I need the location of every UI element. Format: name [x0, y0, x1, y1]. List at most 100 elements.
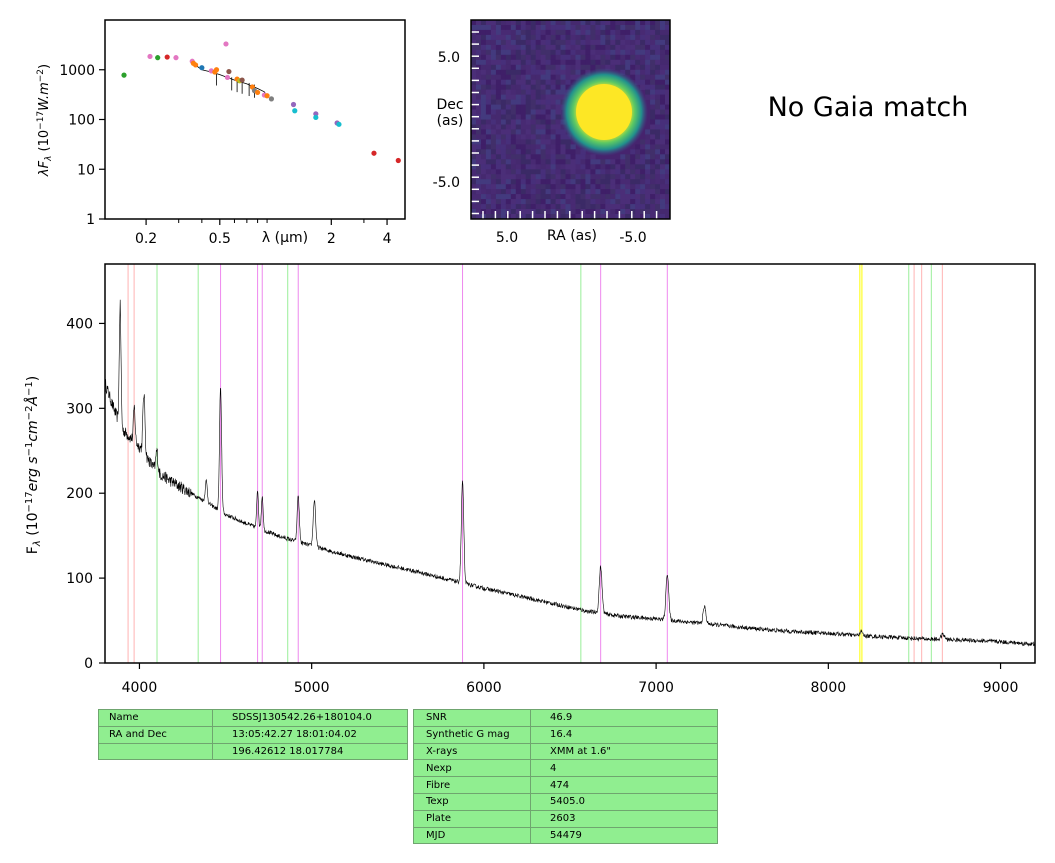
cutout-pixel [476, 79, 482, 85]
cutout-pixel [610, 25, 616, 31]
observation-value: 54479 [530, 826, 718, 845]
cutout-pixel [570, 154, 576, 160]
cutout-pixel [495, 169, 502, 175]
cutout-pixel [665, 64, 671, 71]
cutout-pixel [665, 34, 671, 41]
cutout-pixel [520, 159, 527, 165]
cutout-pixel [540, 84, 546, 90]
cutout-pixel [525, 49, 531, 56]
cutout-pixel [580, 149, 586, 155]
cutout-pixel [530, 59, 536, 66]
cutout-pixel [505, 94, 512, 100]
cutout-pixel [480, 89, 487, 95]
cutout-pixel [575, 25, 581, 31]
cutout-pixel [570, 20, 576, 26]
cutout-pixel [510, 39, 517, 46]
cutout-pixel [480, 94, 487, 100]
cutout-pixel [545, 134, 551, 140]
cutout-pixel [500, 64, 507, 71]
cutout-pixel [505, 59, 512, 66]
cutout-pixel [665, 214, 671, 220]
cutout-pixel [545, 144, 551, 150]
cutout-pixel [540, 119, 546, 125]
cutout-pixel [665, 20, 671, 26]
cutout-pixel [550, 114, 556, 120]
cutout-pixel [660, 209, 666, 215]
cutout-pixel [530, 169, 536, 175]
sed-point [268, 96, 275, 102]
cutout-pixel [485, 119, 492, 125]
cutout-pixel [630, 49, 636, 56]
cutout-pixel [535, 189, 541, 195]
observation-key: Texp [413, 792, 531, 811]
cutout-pixel [476, 34, 482, 41]
cutout-pixel [630, 189, 636, 195]
cutout-pixel [575, 54, 581, 61]
cutout-pixel [560, 214, 566, 220]
cutout-pixel [560, 129, 566, 135]
cutout-pixel [485, 139, 492, 145]
cutout-pixel [545, 199, 551, 205]
cutout-pixel [600, 59, 606, 66]
cutout-pixel [655, 34, 661, 41]
cutout-pixel [550, 184, 556, 190]
cutout-pixel [640, 25, 646, 31]
identity-value: SDSSJ130542.26+180104.0 [212, 709, 408, 727]
cutout-pixel [560, 74, 566, 80]
cutout-pixel [555, 154, 561, 160]
cutout-pixel [655, 194, 661, 200]
cutout-pixel [490, 204, 497, 210]
identity-key: RA and Dec [98, 725, 213, 744]
cutout-pixel [471, 104, 477, 110]
cutout-pixel [555, 204, 561, 210]
cutout-pixel [585, 25, 591, 31]
cutout-pixel [665, 159, 671, 165]
cutout-pixel [595, 174, 601, 180]
cutout-pixel [595, 34, 601, 41]
cutout-pixel [620, 64, 626, 71]
cutout-pixel [535, 184, 541, 190]
cutout-pixel [650, 89, 656, 95]
cutout-pixel [535, 199, 541, 205]
cutout-pixel [655, 49, 661, 56]
cutout-pixel [665, 69, 671, 76]
cutout-ticks [471, 31, 658, 219]
cutout-pixel [530, 129, 536, 135]
sed-point [254, 89, 261, 96]
cutout-pixel [510, 99, 517, 105]
cutout-pixel [605, 54, 611, 61]
cutout-pixel [485, 159, 492, 165]
cutout-pixel [635, 214, 641, 220]
cutout-pixel [610, 39, 616, 46]
cutout-pixel [535, 29, 541, 36]
cutout-pixel [490, 164, 497, 170]
cutout-pixel [645, 44, 651, 51]
cutout-pixel [590, 25, 596, 31]
cutout-pixel [485, 29, 492, 36]
cutout-pixel [530, 69, 536, 76]
cutout-pixel [580, 179, 586, 185]
cutout-pixel [630, 29, 636, 36]
cutout-pixel [580, 39, 586, 46]
cutout-pixel [625, 179, 631, 185]
cutout-pixel [590, 204, 596, 210]
cutout-pixel [590, 154, 596, 160]
cutout-pixel [495, 39, 502, 46]
cutout-pixel [540, 20, 546, 26]
cutout-pixel [515, 114, 522, 120]
cutout-pixel [610, 204, 616, 210]
cutout-pixel [615, 59, 621, 66]
cutout-pixel [660, 134, 666, 140]
cutout-pixel [575, 69, 581, 76]
cutout-pixel [480, 194, 487, 200]
cutout-pixel [645, 204, 651, 210]
cutout-pixel [630, 209, 636, 215]
cutout-pixel [640, 59, 646, 66]
cutout-pixel [625, 69, 631, 76]
cutout-pixel [530, 174, 536, 180]
cutout-pixel [545, 169, 551, 175]
sed-point [264, 93, 270, 99]
cutout-pixel [545, 194, 551, 200]
cutout-pixel [660, 199, 666, 205]
cutout-pixel [555, 79, 561, 85]
